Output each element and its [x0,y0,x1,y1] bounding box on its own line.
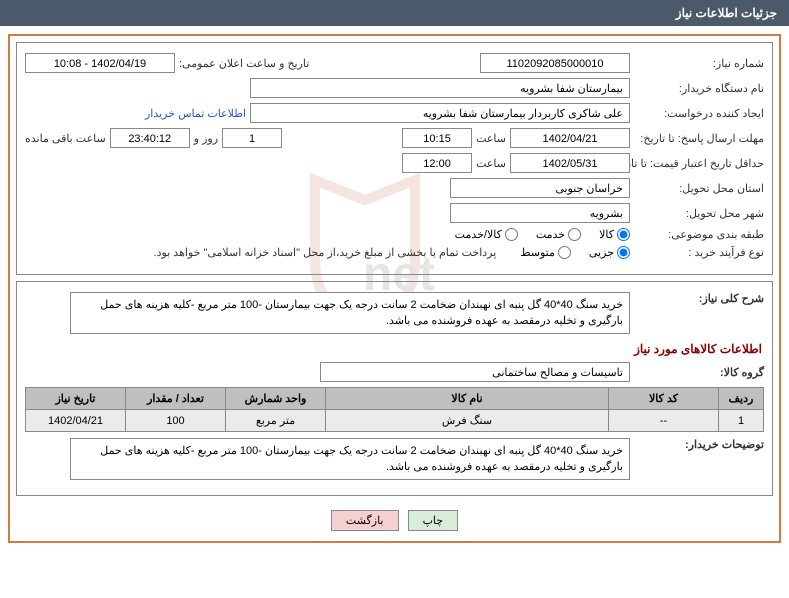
print-button[interactable]: چاپ [408,510,459,531]
buyer-notes-label: توضیحات خریدار: [634,438,764,451]
announce-field: 1402/04/19 - 10:08 [25,53,175,73]
goods-group-field: تاسیسات و مصالح ساختمانی [320,362,630,382]
goods-group-label: گروه کالا: [634,366,764,379]
need-no-field: 1102092085000010 [480,53,630,73]
items-table: ردیف کد کالا نام کالا واحد شمارش تعداد /… [25,387,764,432]
desc-section: شرح کلی نیاز: خرید سنگ 40*40 گل پنبه ای … [16,281,773,496]
need-no-label: شماره نیاز: [634,57,764,70]
cell-name: سنگ فرش [326,410,609,432]
process-note: پرداخت تمام یا بخشی از مبلغ خرید،از محل … [154,246,497,259]
radio-goods[interactable]: کالا [599,228,630,241]
th-date: تاریخ نیاز [26,388,126,410]
price-valid-time-field: 12:00 [402,153,472,173]
time-label-1: ساعت [476,132,506,145]
cell-date: 1402/04/21 [26,410,126,432]
buyer-org-label: نام دستگاه خریدار: [634,82,764,95]
radio-service-input[interactable] [568,228,581,241]
back-button[interactable]: بازگشت [331,510,399,531]
buyer-notes-field: خرید سنگ 40*40 گل پنبه ای نهبندان ضخامت … [70,438,630,480]
table-row: 1 -- سنگ فرش متر مربع 100 1402/04/21 [26,410,764,432]
cell-row: 1 [719,410,764,432]
price-valid-date-field: 1402/05/31 [510,153,630,173]
th-unit: واحد شمارش [226,388,326,410]
buyer-org-field: بیمارستان شفا بشرویه [250,78,630,98]
days-and-label: روز و [194,132,218,145]
info-section: شماره نیاز: 1102092085000010 تاریخ و ساع… [16,42,773,275]
process-radio-group: جزیی متوسط [520,246,630,259]
radio-partial-input[interactable] [617,246,630,259]
table-header-row: ردیف کد کالا نام کالا واحد شمارش تعداد /… [26,388,764,410]
goods-info-title: اطلاعات کالاهای مورد نیاز [27,342,762,356]
need-desc-label: شرح کلی نیاز: [634,292,764,305]
buy-process-label: نوع فرآیند خرید : [634,246,764,259]
city-label: شهر محل تحویل: [634,207,764,220]
th-code: کد کالا [609,388,719,410]
page-header: جزئیات اطلاعات نیاز [0,0,789,26]
radio-both-input[interactable] [505,228,518,241]
subject-class-label: طبقه بندی موضوعی: [634,228,764,241]
contact-link[interactable]: اطلاعات تماس خریدار [145,107,246,120]
cell-qty: 100 [126,410,226,432]
th-name: نام کالا [326,388,609,410]
remaining-label: ساعت باقی مانده [25,132,106,145]
radio-medium-input[interactable] [558,246,571,259]
announce-label: تاریخ و ساعت اعلان عمومی: [179,57,309,70]
need-desc-field: خرید سنگ 40*40 گل پنبه ای نهبندان ضخامت … [70,292,630,334]
requester-label: ایجاد کننده درخواست: [634,107,764,120]
requester-field: علی شاکری کاربردار بیمارستان شفا بشرویه [250,103,630,123]
price-valid-label: حداقل تاریخ اعتبار قیمت: تا تاریخ: [634,157,764,170]
deadline-time-field: 10:15 [402,128,472,148]
radio-partial[interactable]: جزیی [589,246,630,259]
province-label: استان محل تحویل: [634,182,764,195]
radio-medium[interactable]: متوسط [520,246,571,259]
time-label-2: ساعت [476,157,506,170]
subject-radio-group: کالا خدمت کالا/خدمت [455,228,630,241]
radio-goods-input[interactable] [617,228,630,241]
remaining-time-field: 23:40:12 [110,128,190,148]
button-row: چاپ بازگشت [16,502,773,535]
page-title: جزئیات اطلاعات نیاز [676,6,777,20]
province-field: خراسان جنوبی [450,178,630,198]
deadline-reply-label: مهلت ارسال پاسخ: تا تاریخ: [634,132,764,145]
th-qty: تعداد / مقدار [126,388,226,410]
deadline-date-field: 1402/04/21 [510,128,630,148]
days-count-field: 1 [222,128,282,148]
radio-service[interactable]: خدمت [536,228,581,241]
cell-unit: متر مربع [226,410,326,432]
cell-code: -- [609,410,719,432]
city-field: بشرویه [450,203,630,223]
radio-both[interactable]: کالا/خدمت [455,228,518,241]
th-row: ردیف [719,388,764,410]
main-frame: شماره نیاز: 1102092085000010 تاریخ و ساع… [8,34,781,543]
